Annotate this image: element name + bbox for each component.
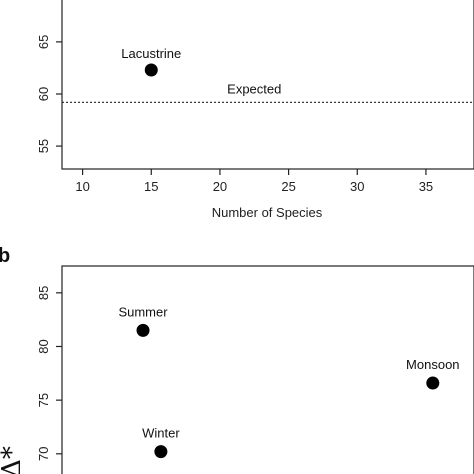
panel-b-y-axis-title: Δ* [0, 446, 27, 474]
panel-b-y-tick-label: 85 [36, 286, 51, 300]
panel-b-y-tick-label: 80 [36, 339, 51, 353]
panel-a-x-tick-label: 30 [350, 179, 364, 194]
panel-a-x-tick-label: 15 [144, 179, 158, 194]
data-point [136, 323, 150, 337]
panel-a-y-tick-label: 55 [36, 139, 51, 153]
panel-a-x-tick-label: 20 [213, 179, 227, 194]
data-point [426, 376, 440, 390]
panel-a-x-tick-label: 25 [281, 179, 295, 194]
panel-b-y-tick-label: 70 [36, 447, 51, 461]
point-label: Summer [118, 304, 168, 319]
panel-b-y-axis-title-text: Δ* [0, 446, 27, 474]
expected-line-label: Expected [227, 81, 281, 96]
panel-a-x-tick-label: 10 [75, 179, 89, 194]
point-label: Monsoon [406, 357, 459, 372]
panel-a-points: Lacustrine [121, 46, 181, 77]
data-point [144, 63, 158, 77]
panel-b-y-axis: 70 75 80 85 [36, 286, 62, 461]
data-point [154, 445, 168, 459]
panel-a-x-axis-title: Number of Species [212, 205, 323, 220]
panel-b-y-tick-label: 75 [36, 393, 51, 407]
panel-b-points: Summer Monsoon Winter [118, 304, 460, 459]
panel-a-y-tick-label: 65 [36, 35, 51, 49]
point-label: Lacustrine [121, 46, 181, 61]
panel-a-plot-frame [61, 0, 474, 170]
panel-b-letter: b [0, 245, 10, 267]
panel-a-y-tick-label: 60 [36, 87, 51, 101]
panel-b: b 70 75 80 85 Summer Monsoon Winter Δ* [0, 245, 474, 474]
point-label: Winter [142, 426, 180, 441]
panel-a-y-axis: 55 60 65 [36, 35, 62, 153]
panel-a-x-tick-label: 35 [419, 179, 433, 194]
panel-b-plot-frame [61, 265, 474, 474]
panel-a-x-axis: 10 15 20 25 30 35 [75, 169, 433, 194]
